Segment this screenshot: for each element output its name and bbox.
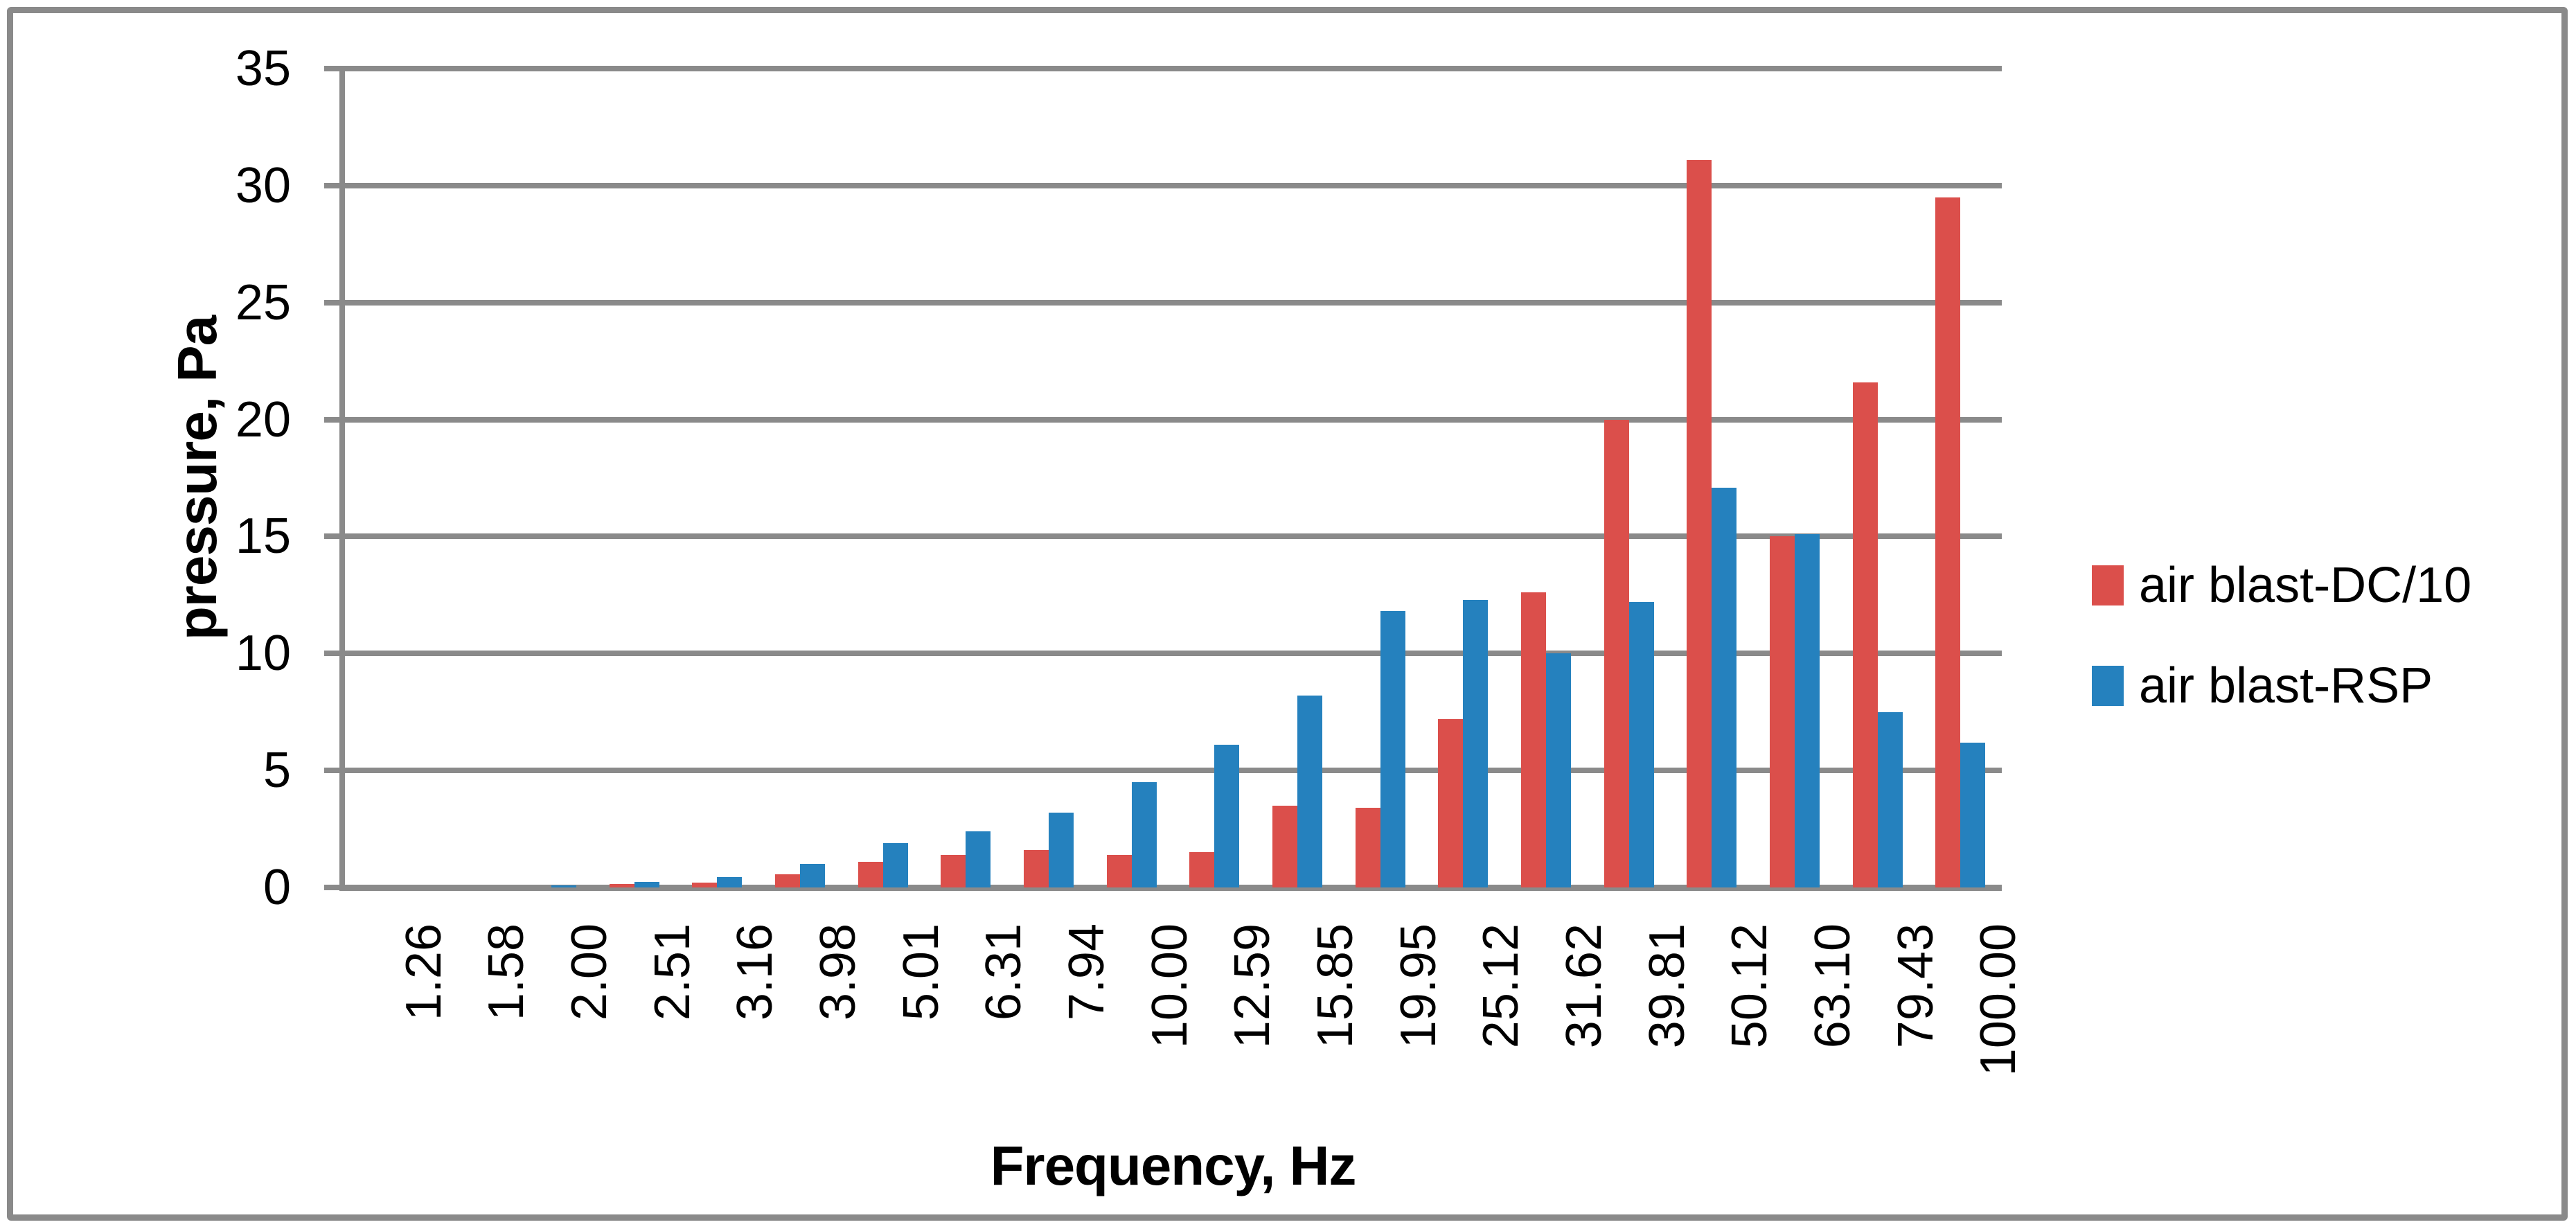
legend-label-dc10: air blast-DC/10 — [2139, 558, 2472, 613]
gridline-35 — [344, 66, 2002, 71]
y-axis-tick-0 — [324, 885, 339, 890]
gridline-15 — [344, 533, 2002, 540]
legend-label-rsp: air blast-RSP — [2139, 658, 2433, 714]
bar-dc10-50.12 — [1687, 159, 1712, 887]
y-tick-label-35: 35 — [235, 41, 291, 96]
y-axis-tick-5 — [324, 768, 339, 774]
y-axis-tick-10 — [324, 651, 339, 657]
bar-dc10-15.85 — [1272, 805, 1297, 887]
bar-dc10-5.01 — [858, 861, 883, 887]
legend: air blast-DC/10 air blast-RSP — [2092, 554, 2471, 755]
x-tick-label-text: 2.00 — [562, 923, 618, 1021]
x-tick-label-text: 6.31 — [976, 923, 1032, 1021]
x-tick-label-text: 1.58 — [479, 923, 535, 1021]
gridline-10 — [344, 651, 2002, 657]
gridline-5 — [344, 768, 2002, 774]
gridline-25 — [344, 299, 2002, 306]
y-axis-tick-20 — [324, 416, 339, 423]
x-tick-label-text: 39.81 — [1639, 923, 1695, 1049]
bar-dc10-3.16 — [692, 883, 718, 887]
bar-rsp-31.62 — [1545, 653, 1571, 887]
x-tick-label-text: 3.16 — [727, 923, 783, 1021]
x-tick-label-text: 3.98 — [810, 923, 867, 1021]
bar-rsp-25.12 — [1463, 599, 1489, 887]
y-axis-line — [339, 66, 345, 891]
x-tick-label-text: 63.10 — [1804, 923, 1860, 1049]
bar-rsp-7.94 — [1049, 812, 1074, 887]
bar-rsp-12.59 — [1214, 744, 1240, 887]
y-tick-label-25: 25 — [235, 274, 291, 330]
bar-rsp-10.00 — [1131, 782, 1157, 887]
y-tick-label-20: 20 — [235, 391, 291, 448]
x-tick-label-text: 2.51 — [644, 923, 700, 1021]
bar-dc10-63.10 — [1769, 536, 1795, 887]
x-axis-title: Frequency, Hz — [990, 1135, 1357, 1196]
bar-dc10-2.51 — [609, 883, 634, 887]
y-tick-label-15: 15 — [235, 509, 291, 565]
x-tick-label-text: 10.00 — [1142, 923, 1198, 1049]
bar-dc10-6.31 — [941, 854, 966, 887]
bar-rsp-39.81 — [1628, 601, 1654, 887]
bar-rsp-19.95 — [1380, 611, 1405, 887]
gridline-30 — [344, 182, 2002, 188]
bar-dc10-100.00 — [1935, 197, 1961, 887]
x-tick-label-text: 5.01 — [893, 923, 949, 1021]
y-axis-tick-15 — [324, 533, 339, 540]
chart-border-frame — [7, 7, 2568, 1221]
bar-dc10-19.95 — [1355, 808, 1380, 887]
bar-dc10-3.98 — [775, 874, 801, 887]
x-tick-label-text: 31.62 — [1556, 923, 1612, 1049]
bar-rsp-3.98 — [800, 864, 826, 887]
bar-dc10-12.59 — [1189, 852, 1215, 887]
x-tick-label-text: 100.00 — [1971, 923, 2027, 1077]
x-tick-label-text: 7.94 — [1059, 923, 1115, 1021]
bar-rsp-2.51 — [634, 881, 659, 887]
y-axis-tick-25 — [324, 299, 339, 306]
x-tick-label-text: 12.59 — [1225, 923, 1281, 1049]
bar-dc10-7.94 — [1024, 849, 1049, 887]
gridline-20 — [344, 416, 2002, 423]
x-tick-label-text: 19.95 — [1390, 923, 1446, 1049]
legend-item-rsp: air blast-RSP — [2092, 655, 2471, 717]
x-tick-label-text: 1.26 — [396, 923, 452, 1021]
legend-item-dc10: air blast-DC/10 — [2092, 554, 2471, 617]
x-tick-label-text: 25.12 — [1473, 923, 1529, 1049]
bar-rsp-3.16 — [717, 876, 743, 887]
legend-swatch-blue — [2092, 666, 2124, 706]
bar-rsp-5.01 — [882, 842, 908, 887]
y-tick-label-0: 0 — [263, 860, 291, 915]
bar-rsp-2.00 — [551, 885, 577, 887]
y-tick-label-10: 10 — [235, 626, 291, 682]
y-axis-tick-30 — [324, 182, 339, 188]
y-axis-tick-35 — [324, 66, 339, 71]
legend-swatch-red — [2092, 565, 2124, 605]
bar-dc10-31.62 — [1520, 592, 1546, 887]
bar-rsp-6.31 — [966, 831, 991, 887]
bar-rsp-15.85 — [1297, 696, 1322, 887]
bar-rsp-100.00 — [1960, 742, 1986, 887]
bar-dc10-39.81 — [1604, 419, 1629, 887]
y-tick-label-5: 5 — [263, 743, 291, 799]
bar-rsp-50.12 — [1712, 487, 1737, 887]
bar-rsp-63.10 — [1794, 534, 1820, 887]
gridline-0 — [344, 885, 2002, 891]
bar-dc10-10.00 — [1106, 854, 1132, 887]
x-tick-label-text: 50.12 — [1722, 923, 1778, 1049]
bar-dc10-79.43 — [1852, 382, 1878, 887]
y-axis-title: pressure, Pa — [166, 315, 228, 641]
bar-rsp-79.43 — [1877, 711, 1903, 887]
x-tick-label-text: 79.43 — [1887, 923, 1944, 1049]
bar-dc10-25.12 — [1438, 718, 1464, 887]
y-tick-label-30: 30 — [235, 157, 291, 213]
x-tick-label-text: 15.85 — [1307, 923, 1363, 1049]
